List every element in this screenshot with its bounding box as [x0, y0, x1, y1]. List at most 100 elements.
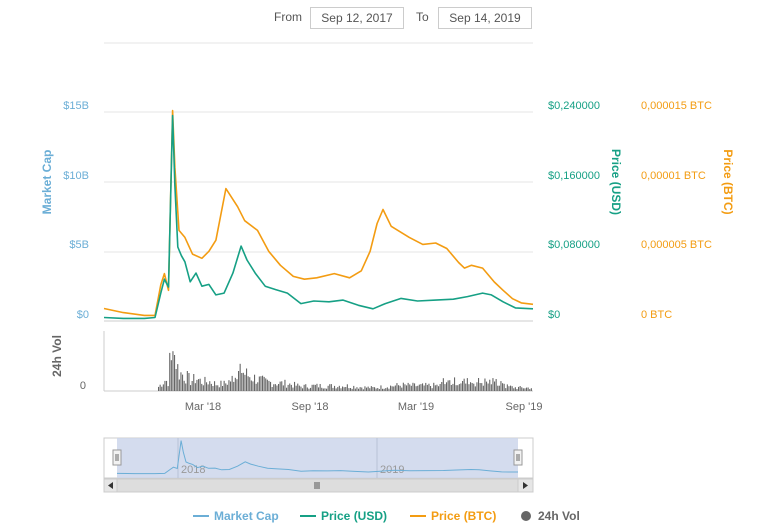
- handle-box[interactable]: [513, 449, 523, 466]
- btc-tick-label: 0,000015 BTC: [641, 100, 712, 112]
- legend-label: Market Cap: [214, 509, 279, 523]
- volume-bar: [506, 384, 508, 391]
- legend-label: Price (BTC): [431, 509, 496, 523]
- navigator[interactable]: 2018 2019: [103, 437, 534, 479]
- legend-label: Price (USD): [321, 509, 387, 523]
- volume-bar: [303, 384, 305, 391]
- volume-bar: [217, 385, 219, 391]
- volume-bar: [300, 386, 302, 391]
- volume-bar: [281, 381, 283, 391]
- from-date-input[interactable]: Sep 12, 2017: [310, 7, 404, 29]
- volume-bar: [500, 381, 502, 391]
- volume-bar: [186, 371, 188, 391]
- volume-bar: [286, 387, 288, 391]
- volume-bar: [334, 385, 336, 391]
- volume-bar: [210, 383, 212, 391]
- volume-bar: [434, 385, 436, 391]
- volume-bar: [178, 379, 180, 391]
- usd-tick-label: $0,080000: [548, 239, 600, 251]
- volume-bar: [182, 374, 184, 391]
- volume-bar: [306, 387, 308, 391]
- volume-bar: [489, 379, 491, 391]
- volume-bar: [161, 386, 163, 391]
- volume-bar: [270, 381, 272, 391]
- volume-bar: [340, 388, 342, 391]
- volume-bar: [404, 384, 406, 391]
- btc-tick-label: 0,000005 BTC: [641, 239, 712, 251]
- volume-bar: [231, 375, 233, 391]
- legend-item-price-btc[interactable]: Price (BTC): [410, 509, 496, 523]
- volume-bar: [486, 381, 488, 391]
- volume-bar: [338, 385, 340, 391]
- volume-bar: [287, 384, 289, 391]
- volume-bar: [513, 388, 515, 391]
- volume-bar: [242, 372, 244, 391]
- volume-bar: [457, 385, 459, 391]
- volume-bar: [188, 373, 190, 391]
- volume-bar: [494, 381, 496, 391]
- usd-tick-label: $0,240000: [548, 100, 600, 112]
- volume-bar: [447, 380, 449, 391]
- volume-bar: [201, 383, 203, 391]
- volume-bar: [314, 384, 316, 391]
- legend-item-volume[interactable]: 24h Vol: [521, 509, 580, 523]
- volume-bar: [412, 382, 414, 391]
- navigator-selection[interactable]: [117, 438, 518, 478]
- left-tick-label: $5B: [69, 239, 89, 251]
- volume-bar: [207, 384, 209, 391]
- volume-bar: [370, 386, 372, 391]
- volume-bar: [377, 388, 379, 391]
- legend-dot-symbol: [521, 511, 531, 521]
- volume-bar: [271, 387, 273, 391]
- handle-box[interactable]: [112, 449, 122, 466]
- navigator-right-handle[interactable]: [513, 449, 523, 466]
- volume-bar: [308, 388, 310, 391]
- grid: [103, 42, 533, 392]
- volume-bar: [406, 385, 408, 391]
- volume-bar: [292, 387, 294, 391]
- volume-bar: [250, 380, 252, 391]
- legend-item-market-cap[interactable]: Market Cap: [193, 509, 279, 523]
- volume-bar: [236, 379, 238, 391]
- volume-bar: [474, 386, 476, 391]
- x-tick-label: Sep '18: [292, 401, 329, 413]
- volume-bar: [522, 388, 524, 391]
- volume-bar: [202, 385, 204, 391]
- btc-tick-label: 0,00001 BTC: [641, 170, 706, 182]
- volume-bar: [362, 389, 364, 391]
- volume-bar: [401, 387, 403, 391]
- volume-bar: [225, 383, 227, 391]
- volume-bar: [220, 380, 222, 391]
- volume-bar: [278, 384, 280, 391]
- volume-bar: [310, 387, 312, 391]
- volume-bar: [297, 383, 299, 391]
- legend-item-price-usd[interactable]: Price (USD): [300, 509, 387, 523]
- volume-bar: [431, 388, 433, 391]
- volume-bar: [398, 385, 400, 391]
- volume-bar: [364, 386, 366, 391]
- volume-bar: [180, 372, 182, 391]
- volume-bar: [463, 378, 465, 391]
- volume-bar: [318, 387, 320, 391]
- volume-bar: [262, 375, 264, 391]
- volume-bar: [390, 385, 392, 391]
- volume-bar: [454, 377, 456, 391]
- volume-bar: [228, 380, 230, 391]
- to-date-input[interactable]: Sep 14, 2019: [438, 7, 532, 29]
- scrollbar[interactable]: [103, 478, 534, 493]
- volume-bar: [511, 386, 513, 391]
- volume-bar: [383, 388, 385, 391]
- volume-bar: [471, 383, 473, 391]
- navigator-left-handle[interactable]: [112, 449, 122, 466]
- volume-bar: [369, 388, 371, 391]
- volume-bar: [460, 383, 462, 391]
- volume-bar: [382, 388, 384, 391]
- volume-bar: [284, 379, 286, 391]
- volume-bar: [367, 386, 369, 391]
- volume-bar: [380, 385, 382, 391]
- volume-bar: [452, 383, 454, 391]
- volume-bar: [386, 387, 388, 391]
- volume-bar: [329, 384, 331, 391]
- volume-bar: [276, 385, 278, 391]
